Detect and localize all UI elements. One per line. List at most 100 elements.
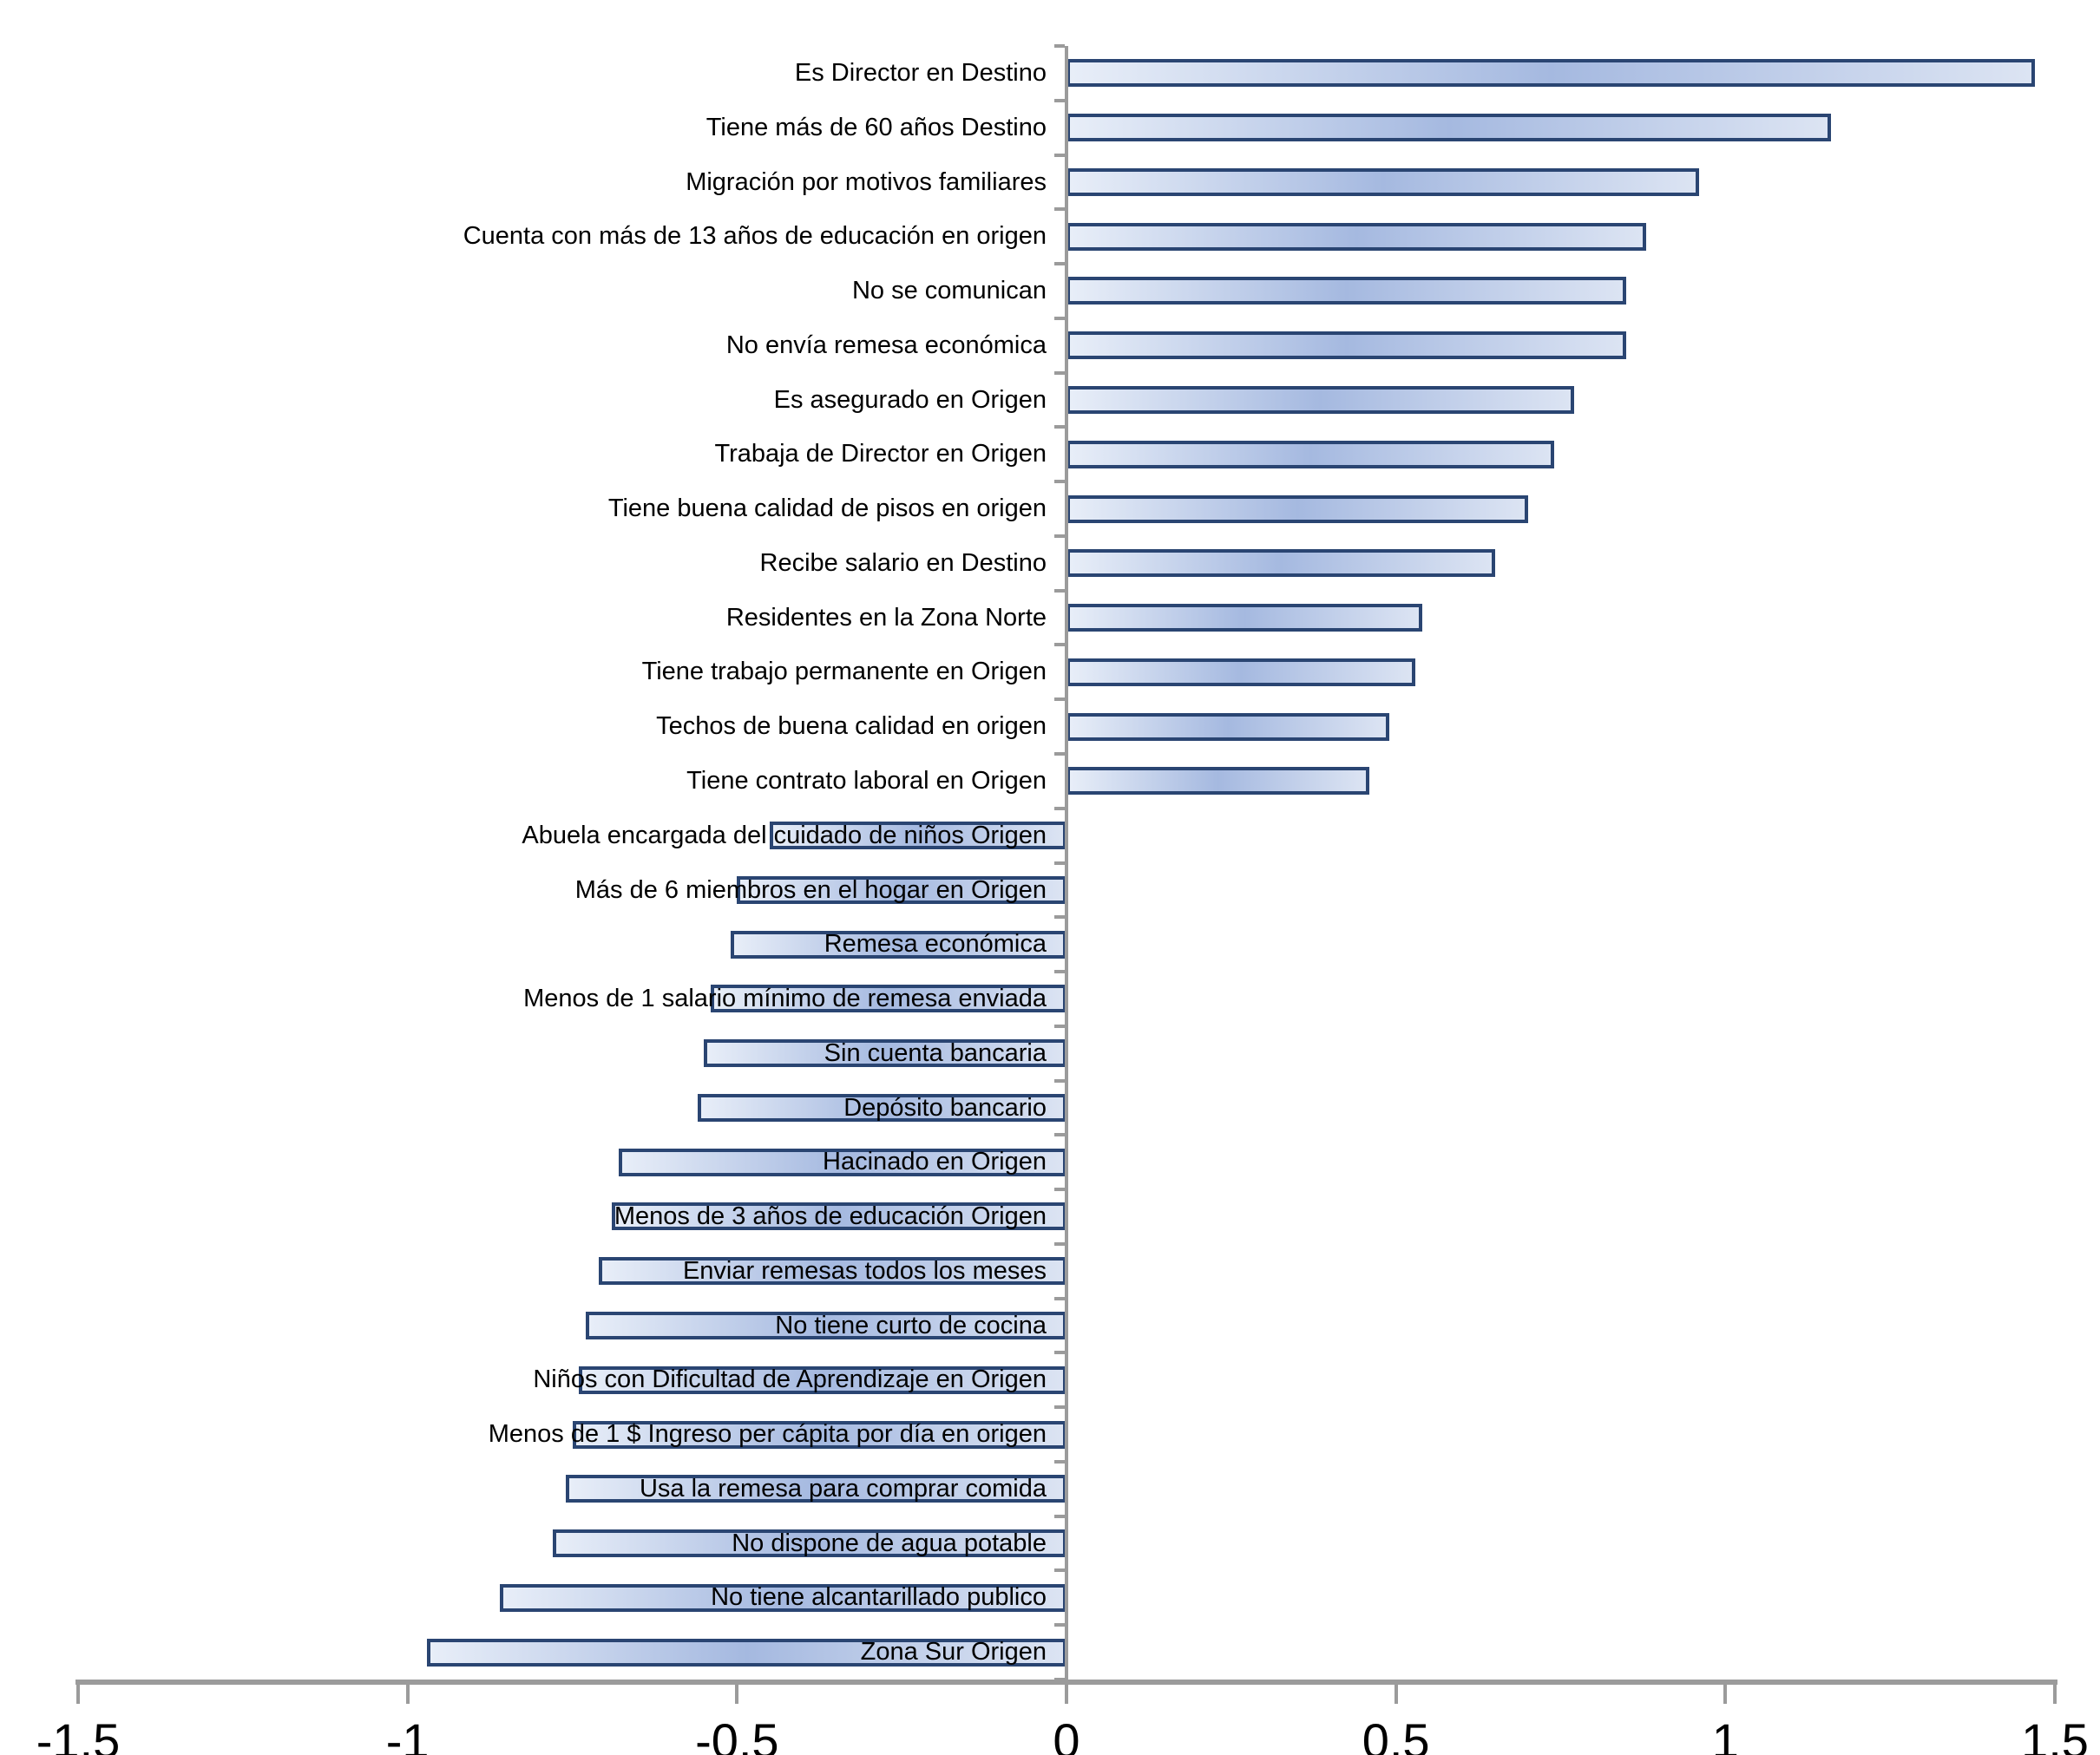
chart-row: Tiene contrato laboral en Origen — [0, 754, 2100, 809]
value-axis-tick-label: -1 — [385, 1713, 430, 1755]
bar — [552, 1529, 1066, 1558]
bar — [579, 1365, 1066, 1394]
bar — [1066, 549, 1495, 578]
bar — [1066, 767, 1370, 796]
category-label: Abuela encargada del cuidado de niños Or… — [522, 821, 1047, 849]
category-label: Techos de buena calidad en origen — [656, 712, 1047, 741]
chart-row: Migración por motivos familiares — [0, 155, 2100, 210]
category-axis-tick — [1054, 1405, 1065, 1410]
bar — [1066, 114, 1831, 142]
value-axis-tick — [1723, 1685, 1728, 1704]
category-label: Cuenta con más de 13 años de educación e… — [463, 222, 1047, 251]
chart-row: Trabaja de Director en Origen — [0, 427, 2100, 481]
category-label: Más de 6 miembros en el hogar en Origen — [574, 875, 1047, 904]
chart-row: No envía remesa económica — [0, 318, 2100, 373]
category-label: Migración por motivos familiares — [686, 167, 1047, 196]
bar — [585, 1312, 1066, 1339]
category-label: Menos de 1 $ Ingreso per cápita por día … — [488, 1420, 1047, 1449]
category-label: No se comunican — [851, 277, 1047, 305]
category-axis-tick — [1054, 262, 1065, 266]
category-axis-tick — [1054, 1514, 1065, 1518]
category-label: Residentes en la Zona Norte — [725, 603, 1047, 632]
category-axis-tick — [1054, 480, 1065, 484]
value-axis-tick-label: -1,5 — [36, 1713, 121, 1755]
chart-row: Techos de buena calidad en origen — [0, 699, 2100, 754]
chart-row: No tiene curto de cocina — [0, 1299, 2100, 1353]
bar — [499, 1583, 1066, 1612]
category-axis-tick — [1054, 1623, 1065, 1627]
category-label: Remesa económica — [824, 930, 1047, 959]
bar — [1066, 59, 2036, 88]
category-label: Tiene más de 60 años Destino — [705, 113, 1047, 141]
chart-row: Menos de 1 $ Ingreso per cápita por día … — [0, 1407, 2100, 1462]
value-axis-tick-label: 0 — [1053, 1713, 1080, 1755]
category-label: Trabaja de Director en Origen — [714, 440, 1047, 468]
bar — [1066, 712, 1390, 741]
chart-row: Más de 6 miembros en el hogar en Origen — [0, 863, 2100, 918]
category-axis-tick — [1054, 1296, 1065, 1300]
bar — [1066, 440, 1554, 468]
chart-row: Es Director en Destino — [0, 46, 2100, 101]
category-label: Niños con Dificultad de Aprendizaje en O… — [533, 1365, 1047, 1394]
bar — [1066, 331, 1627, 360]
category-label: Zona Sur Origen — [860, 1638, 1047, 1667]
category-label: Depósito bancario — [843, 1093, 1047, 1122]
category-axis-tick — [1054, 1568, 1065, 1573]
category-axis-tick — [1054, 1241, 1065, 1246]
value-axis-tick — [2053, 1685, 2057, 1704]
category-label: Es asegurado en Origen — [773, 385, 1047, 414]
category-axis-tick — [1054, 1024, 1065, 1028]
chart-row: Menos de 3 años de educación Origen — [0, 1189, 2100, 1244]
bar — [1066, 277, 1627, 305]
category-axis-tick — [1054, 44, 1065, 48]
chart-row: Residentes en la Zona Norte — [0, 591, 2100, 645]
chart-row: Enviar remesas todos los meses — [0, 1244, 2100, 1299]
category-axis-tick — [1054, 806, 1065, 810]
category-label: No envía remesa económica — [725, 331, 1047, 359]
chart-row: Niños con Dificultad de Aprendizaje en O… — [0, 1352, 2100, 1407]
chart-row: No dispone de agua potable — [0, 1516, 2100, 1571]
category-axis-tick — [1054, 643, 1065, 647]
category-axis-tick — [1054, 697, 1065, 702]
bar — [598, 1257, 1066, 1286]
category-axis-tick — [1054, 1188, 1065, 1192]
bar — [618, 1148, 1066, 1176]
bar — [612, 1202, 1066, 1231]
bar — [1066, 385, 1574, 414]
category-axis-tick — [1054, 915, 1065, 920]
category-label: No tiene curto de cocina — [775, 1311, 1047, 1339]
chart-row: Tiene trabajo permanente en Origen — [0, 645, 2100, 699]
bar — [697, 1093, 1066, 1122]
chart-row: Cuenta con más de 13 años de educación e… — [0, 209, 2100, 264]
chart-row: No se comunican — [0, 264, 2100, 318]
bar — [1066, 658, 1416, 686]
category-label: Hacinado en Origen — [823, 1148, 1047, 1176]
value-axis-line — [75, 1680, 2057, 1685]
value-axis-tick-label: 1,5 — [2021, 1713, 2089, 1755]
bar — [427, 1638, 1066, 1667]
category-label: Enviar remesas todos los meses — [682, 1256, 1047, 1285]
category-axis-tick — [1054, 98, 1065, 102]
chart-row: Es asegurado en Origen — [0, 373, 2100, 428]
category-label: No tiene alcantarillado publico — [711, 1583, 1047, 1612]
category-axis-tick — [1054, 1459, 1065, 1464]
category-axis-tick — [1054, 1078, 1065, 1083]
category-axis-tick — [1054, 751, 1065, 756]
category-label: No dispone de agua potable — [732, 1529, 1047, 1557]
chart-row: Menos de 1 salario mínimo de remesa envi… — [0, 972, 2100, 1026]
bar — [1066, 167, 1699, 196]
chart-row: Usa la remesa para comprar comida — [0, 1462, 2100, 1516]
chart-row: Tiene buena calidad de pisos en origen — [0, 481, 2100, 536]
bar — [730, 930, 1066, 959]
category-label: Sin cuenta bancaria — [824, 1038, 1047, 1067]
value-axis-tick — [735, 1685, 739, 1704]
category-axis-tick — [1054, 1351, 1065, 1355]
category-axis-tick — [1054, 207, 1065, 212]
category-axis-tick — [1054, 370, 1065, 375]
value-axis-tick — [76, 1685, 80, 1704]
category-axis-tick — [1054, 1133, 1065, 1137]
chart-row: Zona Sur Origen — [0, 1625, 2100, 1680]
chart-row: Remesa económica — [0, 917, 2100, 972]
chart-row: Sin cuenta bancaria — [0, 1026, 2100, 1081]
